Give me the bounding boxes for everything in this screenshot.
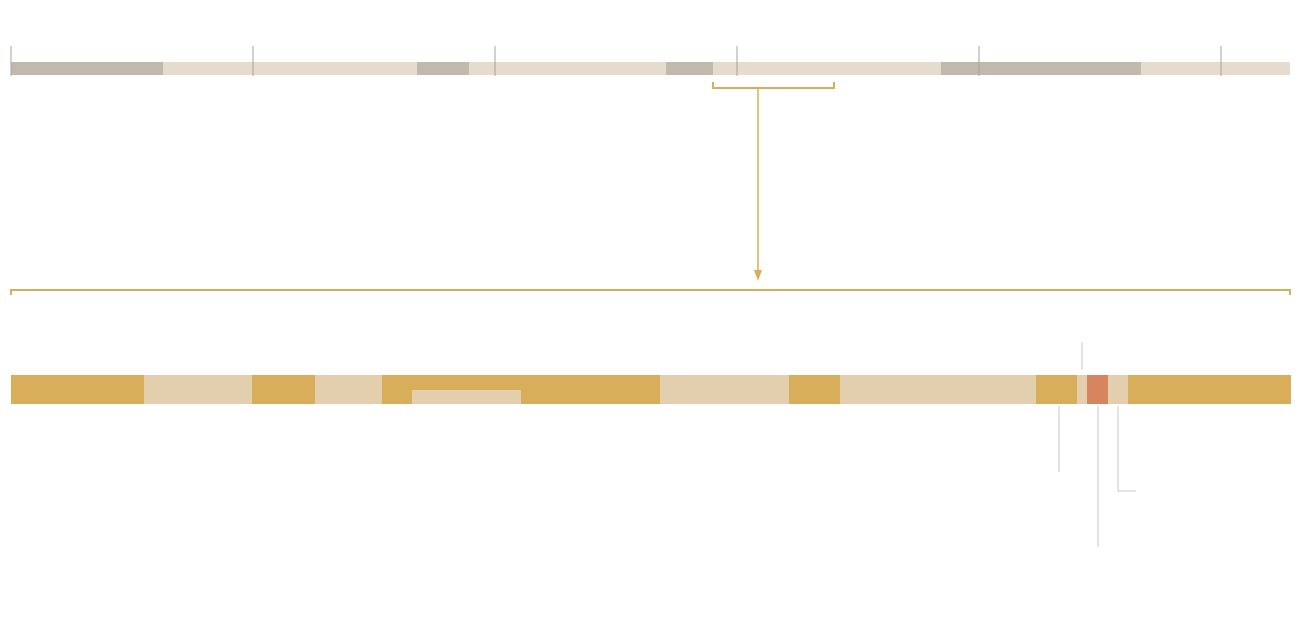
detail-segment xyxy=(1036,375,1077,404)
overview-segment xyxy=(666,62,713,75)
overview-track xyxy=(11,62,1290,75)
overview-segment xyxy=(11,62,163,75)
detail-segment xyxy=(521,375,660,404)
overview-segment xyxy=(737,62,941,75)
detail-segment xyxy=(840,375,1036,404)
overview-segment xyxy=(1141,62,1221,75)
detail-segment xyxy=(11,375,144,404)
zoom-arrow-head xyxy=(754,270,762,281)
detail-inset-block xyxy=(412,390,521,404)
overview-segment xyxy=(253,62,417,75)
detail-segment xyxy=(315,375,382,404)
detail-segment xyxy=(789,375,840,404)
overview-segment xyxy=(469,62,495,75)
zoom-connector xyxy=(10,82,1291,295)
overview-segment xyxy=(979,62,1141,75)
detail-segment xyxy=(252,375,315,404)
annotation-leader-line xyxy=(1117,406,1136,492)
detail-segment xyxy=(1077,375,1087,404)
selection-bracket xyxy=(712,82,835,89)
highlighted-segment xyxy=(1087,375,1108,404)
detail-segment xyxy=(1128,375,1291,404)
detail-annotations xyxy=(1058,342,1136,547)
overview-segment xyxy=(495,62,666,75)
detail-segment xyxy=(144,375,252,404)
detail-segment xyxy=(1108,375,1128,404)
overview-segment xyxy=(1221,62,1290,75)
overview-segment xyxy=(163,62,253,75)
overview-segment xyxy=(417,62,469,75)
detail-segment xyxy=(660,375,789,404)
overview-dividers xyxy=(10,46,1222,76)
expanded-range-bracket xyxy=(10,289,1291,295)
overview-segment xyxy=(713,62,737,75)
detail-track xyxy=(11,375,1291,404)
overview-segment xyxy=(941,62,979,75)
